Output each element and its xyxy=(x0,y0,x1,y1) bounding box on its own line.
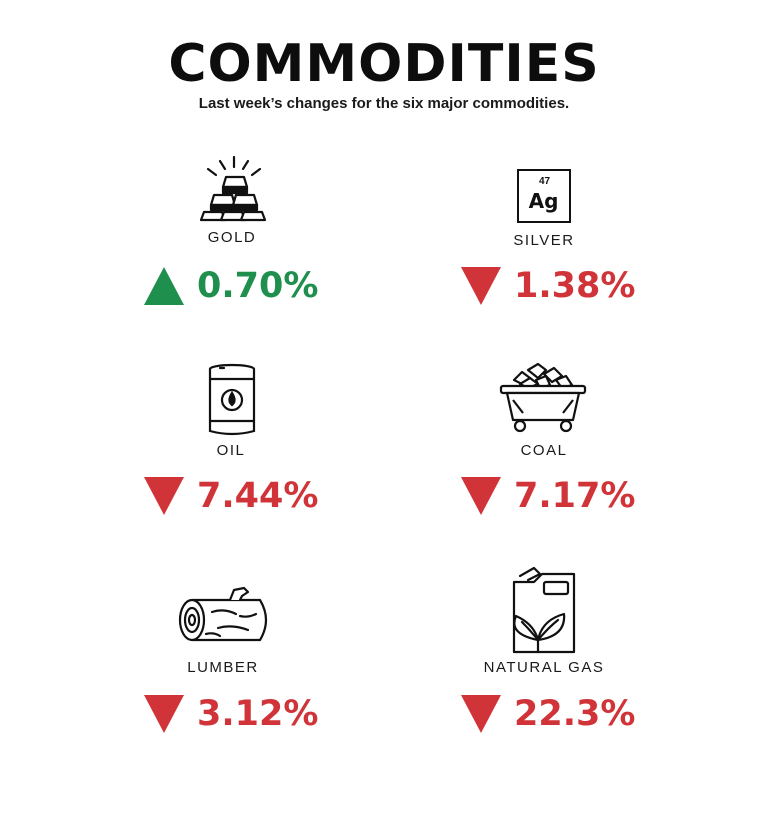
change-value-lumber: 3.12% xyxy=(197,694,319,734)
coal-cart-icon xyxy=(499,362,587,433)
up-arrow-icon xyxy=(144,267,184,305)
commodity-label-coal: COAL xyxy=(520,442,568,459)
gas-canister-icon xyxy=(512,566,576,654)
change-natural-gas: 22.3% xyxy=(460,693,635,735)
down-arrow-icon xyxy=(461,695,501,733)
commodity-label-silver: SILVER xyxy=(513,232,575,249)
change-gold: 0.70% xyxy=(143,265,318,307)
change-value-silver: 1.38% xyxy=(514,266,636,306)
change-value-gold: 0.70% xyxy=(197,266,319,306)
commodity-label-gold: GOLD xyxy=(207,229,257,246)
page-title: COMMODITIES xyxy=(168,34,600,94)
page-subtitle: Last week’s changes for the six major co… xyxy=(198,95,570,112)
change-coal: 7.17% xyxy=(460,475,635,517)
down-arrow-icon xyxy=(144,695,184,733)
element-symbol: Ag xyxy=(528,189,559,213)
change-lumber: 3.12% xyxy=(143,693,318,735)
silver-element-icon: 47 Ag xyxy=(517,169,571,223)
commodity-label-oil: OIL xyxy=(216,442,246,459)
change-value-oil: 7.44% xyxy=(197,476,319,516)
commodity-label-lumber: LUMBER xyxy=(187,659,259,676)
commodity-label-natural-gas: NATURAL GAS xyxy=(483,659,605,676)
down-arrow-icon xyxy=(144,477,184,515)
change-oil: 7.44% xyxy=(143,475,318,517)
log-icon xyxy=(178,586,268,642)
change-value-coal: 7.17% xyxy=(514,476,636,516)
change-silver: 1.38% xyxy=(460,265,635,307)
element-number: 47 xyxy=(539,176,551,187)
change-value-natural-gas: 22.3% xyxy=(514,694,636,734)
gold-bars-icon xyxy=(199,155,267,222)
down-arrow-icon xyxy=(461,267,501,305)
down-arrow-icon xyxy=(461,477,501,515)
oil-barrel-icon xyxy=(208,363,256,436)
